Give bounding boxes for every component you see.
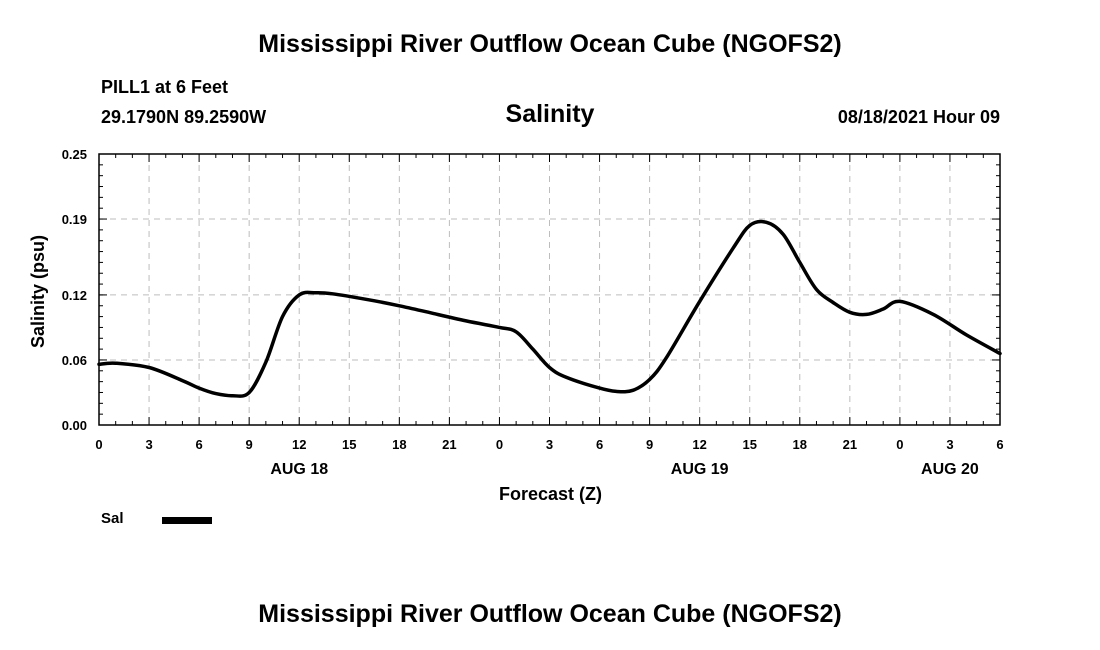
x-tick-label: 3 (546, 437, 553, 452)
x-tick-label: 12 (692, 437, 706, 452)
legend-swatch-sal (162, 517, 212, 524)
x-tick-label: 6 (195, 437, 202, 452)
x-tick-label: 12 (292, 437, 306, 452)
footer-title: Mississippi River Outflow Ocean Cube (NG… (258, 600, 842, 628)
variable-title: Salinity (505, 100, 595, 128)
x-day-label: AUG 20 (921, 461, 979, 478)
x-tick-label: 15 (742, 437, 756, 452)
y-tick-label: 0.19 (62, 212, 87, 227)
x-tick-label: 3 (946, 437, 953, 452)
axis-ticks (98, 153, 1001, 426)
axis-labels: 0 3 6 9 12 15 18 21 0 3 6 9 12 15 18 21 0 3 6 0.00 0.06 0.12 0… (62, 147, 1004, 478)
x-tick-label: 18 (392, 437, 406, 452)
grid-lines (99, 154, 1000, 425)
x-day-label: AUG 19 (671, 461, 729, 478)
y-axis-title: Salinity (psu) (28, 235, 48, 348)
x-tick-label: 6 (596, 437, 603, 452)
y-tick-label: 0.25 (62, 147, 87, 162)
x-tick-label: 6 (996, 437, 1003, 452)
y-tick-label: 0.00 (62, 418, 87, 433)
y-tick-label: 0.12 (62, 288, 87, 303)
chart-title: Mississippi River Outflow Ocean Cube (NG… (258, 30, 842, 58)
x-axis-title: Forecast (Z) (499, 484, 602, 504)
y-tick-label: 0.06 (62, 353, 87, 368)
x-tick-label: 9 (646, 437, 653, 452)
x-tick-label: 21 (442, 437, 456, 452)
x-tick-label: 0 (496, 437, 503, 452)
station-label: PILL1 at 6 Feet (101, 77, 229, 97)
x-tick-label: 3 (145, 437, 152, 452)
forecast-datetime: 08/18/2021 Hour 09 (837, 107, 1000, 127)
x-tick-label: 0 (95, 437, 102, 452)
x-tick-label: 18 (793, 437, 807, 452)
station-coordinates: 29.1790N 89.2590W (101, 107, 267, 127)
x-tick-label: 9 (246, 437, 253, 452)
x-tick-label: 15 (342, 437, 356, 452)
x-tick-label: 21 (843, 437, 857, 452)
x-tick-label: 0 (896, 437, 903, 452)
x-day-label: AUG 18 (270, 461, 328, 478)
series-line-sal (97, 219, 1002, 398)
legend-label-sal: Sal (101, 510, 124, 527)
